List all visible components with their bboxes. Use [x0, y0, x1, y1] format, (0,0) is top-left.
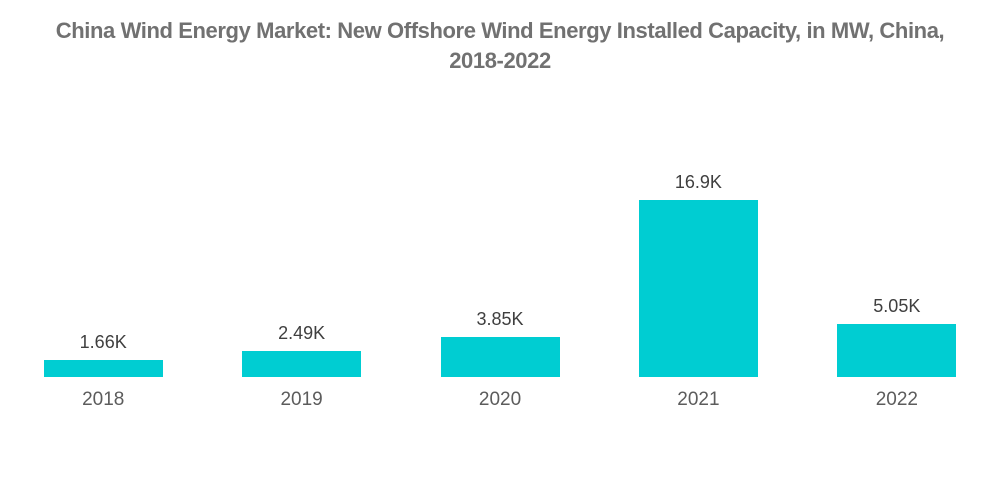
x-axis-label-2018: 2018 [82, 389, 125, 410]
x-axis-label-2020: 2020 [478, 389, 522, 410]
bar-value-label: 16.9K [674, 172, 722, 192]
bar-chart-plot-area: 1.66K 2018 2.49K 2019 3.85K 2020 16.9K 2021 5.05… [4, 172, 996, 410]
bar-2018[interactable] [43, 359, 163, 377]
x-axis-label-2021: 2021 [677, 389, 720, 410]
bar-value-label: 2.49K [278, 322, 326, 343]
bar-group-2020: 3.85K 2020 [401, 308, 599, 410]
bar-2021[interactable] [638, 200, 758, 377]
bar-2020[interactable] [440, 336, 560, 377]
bar-value-label: 5.05K [873, 296, 921, 317]
chart-title-line2: 2018-2022 [449, 48, 551, 73]
chart-title: China Wind Energy Market: New Offshore W… [0, 16, 1000, 76]
bar-group-2018: 1.66K 2018 [4, 331, 202, 410]
bar-group-2019: 2.49K 2019 [202, 322, 400, 410]
bar-2022[interactable] [837, 324, 957, 377]
x-axis-label-2019: 2019 [280, 389, 323, 410]
bar-group-2021: 16.9K 2021 [599, 172, 797, 410]
bar-group-2022: 5.05K 2022 [798, 296, 996, 410]
chart-title-line1: China Wind Energy Market: New Offshore W… [55, 18, 945, 43]
bar-2019[interactable] [242, 350, 362, 377]
bar-value-label: 3.85K [476, 308, 524, 329]
bar-value-label: 1.66K [79, 331, 127, 352]
x-axis-label-2022: 2022 [875, 389, 918, 410]
